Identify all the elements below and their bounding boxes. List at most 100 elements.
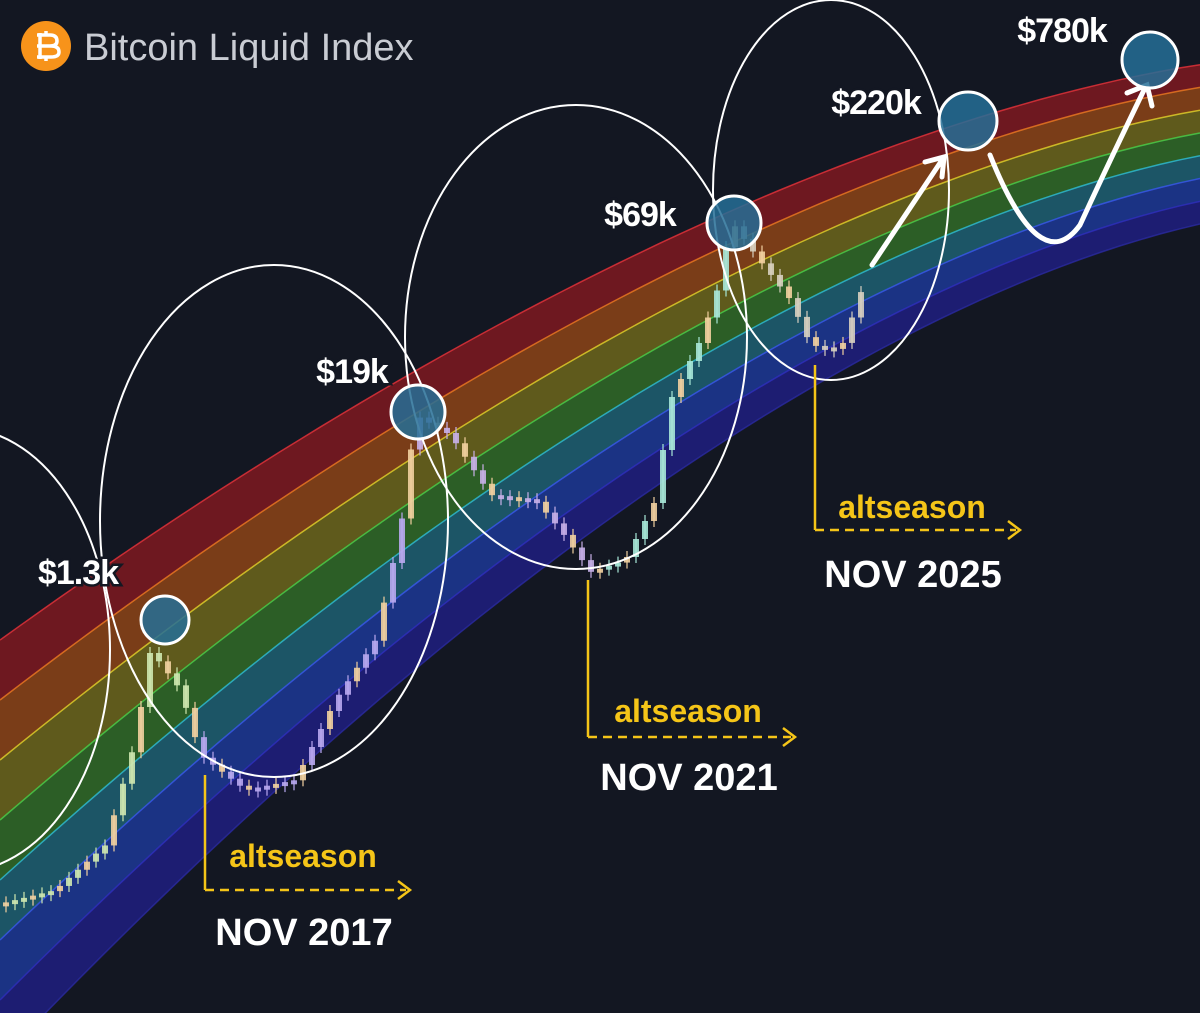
candle <box>642 521 648 539</box>
peak-marker <box>139 594 191 646</box>
candle <box>318 729 324 747</box>
band <box>0 201 1200 1013</box>
candle <box>255 787 261 792</box>
candle <box>345 681 351 695</box>
candle <box>147 653 153 707</box>
candle <box>462 443 468 457</box>
cycle-ellipse <box>712 0 950 381</box>
candle <box>597 568 603 573</box>
projection-arrow <box>869 153 947 268</box>
candle <box>498 495 504 500</box>
candle <box>552 512 558 524</box>
candle <box>831 347 837 352</box>
candle <box>165 661 171 674</box>
candle <box>678 379 684 397</box>
candle <box>264 785 270 790</box>
band-edge <box>0 109 1200 761</box>
header: Bitcoin Liquid Index <box>21 21 414 71</box>
candle <box>534 499 540 504</box>
rainbow-bands <box>0 63 1200 1013</box>
peak-label: $780k <box>1017 12 1108 50</box>
candle <box>84 861 90 870</box>
candle <box>246 785 252 790</box>
candle <box>750 238 756 252</box>
candle <box>336 694 342 711</box>
candle <box>174 673 180 686</box>
annotations: $1.3k $19k $69k $220k $780k altseason NOV 2017… <box>0 0 1180 954</box>
candle <box>489 483 495 496</box>
band-edge <box>0 63 1200 641</box>
candle <box>471 456 477 471</box>
cycle-ellipse <box>99 264 449 778</box>
candle <box>57 885 63 892</box>
candle <box>102 845 108 854</box>
candle <box>525 498 531 503</box>
bitcoin-glyph <box>37 31 61 61</box>
candle <box>543 501 549 513</box>
candle <box>759 251 765 264</box>
candle <box>714 290 720 318</box>
cycle-ellipse <box>404 104 748 570</box>
candle <box>273 783 279 788</box>
candle <box>453 433 459 444</box>
candle <box>606 565 612 570</box>
candle <box>561 523 567 535</box>
candle <box>354 667 360 682</box>
candle <box>363 654 369 668</box>
peak-label: $69k <box>604 196 677 234</box>
candle <box>282 782 288 787</box>
candle <box>444 427 450 433</box>
candle <box>588 560 594 572</box>
candle <box>327 711 333 729</box>
candle <box>138 707 144 753</box>
candle <box>372 640 378 655</box>
candle <box>228 771 234 779</box>
candle <box>390 563 396 603</box>
candle <box>813 337 819 346</box>
candle <box>309 747 315 765</box>
peak-marker <box>389 383 447 441</box>
candle <box>381 602 387 641</box>
band-edge <box>0 154 1200 881</box>
candle <box>858 292 864 318</box>
peak-marker <box>705 194 763 252</box>
candle <box>651 503 657 521</box>
candle <box>480 470 486 484</box>
candle <box>570 534 576 548</box>
candle <box>579 547 585 561</box>
candle <box>624 557 630 563</box>
candle <box>201 737 207 758</box>
candle <box>75 869 81 878</box>
candle <box>21 897 27 902</box>
candle <box>111 815 117 846</box>
candle <box>192 707 198 738</box>
peak-label: $1.3k <box>38 554 119 592</box>
candle <box>804 316 810 338</box>
peak-marker <box>937 90 999 152</box>
candle <box>840 342 846 349</box>
candle <box>3 902 9 907</box>
candle <box>849 317 855 343</box>
band-edge <box>0 177 1200 941</box>
candle <box>399 518 405 563</box>
candle <box>129 752 135 784</box>
candle <box>48 891 54 896</box>
candle <box>183 685 189 708</box>
altseason-arrowhead <box>397 880 413 900</box>
altseason-arrowhead <box>782 727 798 747</box>
candle <box>822 345 828 350</box>
candle <box>120 783 126 816</box>
candle <box>66 877 72 886</box>
candle <box>615 562 621 567</box>
candle <box>516 497 522 502</box>
candle <box>30 895 36 900</box>
candle <box>687 361 693 379</box>
candle <box>777 274 783 287</box>
altseason-note: altseason <box>838 489 986 525</box>
candle <box>156 653 162 662</box>
candle <box>723 247 729 291</box>
title: Bitcoin Liquid Index <box>84 27 414 69</box>
candle <box>660 450 666 503</box>
candle <box>705 317 711 343</box>
candle <box>93 853 99 862</box>
